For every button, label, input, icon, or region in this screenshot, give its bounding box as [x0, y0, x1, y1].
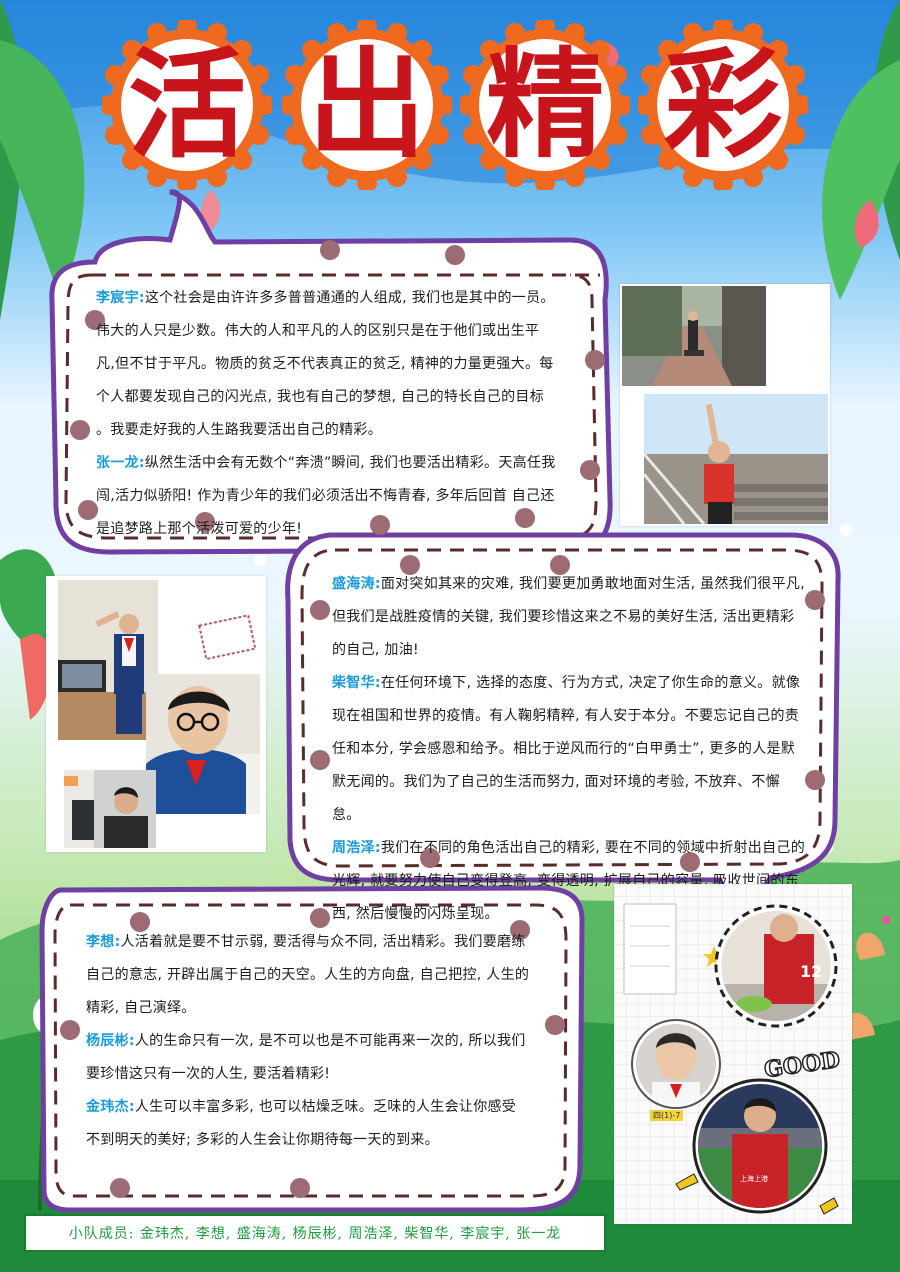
- entry-author: 盛海涛:: [332, 576, 381, 592]
- entry-author: 金玮杰:: [86, 1099, 135, 1115]
- entry-author: 杨辰彬:: [86, 1033, 135, 1049]
- entry-paragraph: 张一龙:纵然生活中会有无数个“奔溃”瞬间, 我们也要活出精彩。天高任我闯,活力似…: [96, 447, 556, 546]
- entry-author: 周浩泽:: [332, 840, 381, 856]
- entry-text: 人活着就是要不甘示弱, 要活得与众不同, 活出精彩。我们要磨练自己的意志, 开辟…: [86, 934, 530, 1016]
- team-members-text: 小队成员: 金玮杰, 李想, 盛海涛, 杨辰彬, 周浩泽, 柴智华, 李宸宇, …: [68, 1226, 562, 1242]
- entry-text: 在任何环境下, 选择的态度、行为方式, 决定了你生命的意义。就像现在祖国和世界的…: [332, 675, 801, 823]
- photo-collage: GOOD 12 上海上港 四(1)-7: [614, 884, 852, 1224]
- photo-group-1: [620, 284, 830, 526]
- text-box-2: 盛海涛:面对突如其来的灾难, 我们要更加勇敢地面对生活, 虽然我们很平凡, 但我…: [332, 568, 806, 931]
- entry-text: 人的生命只有一次, 是不可以也是不可能再来一次的, 所以我们要珍惜这只有一次的人…: [86, 1033, 526, 1082]
- gear-icon: [102, 20, 272, 190]
- photo-balance-scooter: [622, 286, 766, 386]
- bubble-frame-3: [39, 885, 585, 1213]
- stamp-decoration: [196, 606, 260, 666]
- shirt-sponsor-text: 上海上港: [740, 1175, 768, 1183]
- entry-author: 李想:: [86, 934, 121, 950]
- entry-text: 这个社会是由许许多多普普通通的人组成, 我们也是其中的一员。伟大的人只是少数。伟…: [96, 290, 555, 438]
- photo-boy-reading: [64, 770, 156, 848]
- entry-paragraph: 李想:人活着就是要不甘示弱, 要活得与众不同, 活出精彩。我们要磨练自己的意志,…: [86, 926, 530, 1025]
- title-char-3: 精: [485, 35, 604, 174]
- gear-icon: [460, 20, 630, 190]
- entry-author: 柴智华:: [332, 675, 381, 691]
- title-gear-3: 精: [460, 20, 630, 190]
- gear-icon: [638, 20, 808, 190]
- photo-caption: 四(1)-7: [650, 1110, 684, 1121]
- entry-paragraph: 柴智华:在任何环境下, 选择的态度、行为方式, 决定了你生命的意义。就像现在祖国…: [332, 667, 806, 832]
- entry-paragraph: 金玮杰:人生可以丰富多彩, 也可以枯燥乏味。乏味的人生会让你感受不到明天的美好;…: [86, 1091, 530, 1157]
- title-char-1: 活: [127, 35, 246, 174]
- photo-boy-saluting: [58, 580, 158, 740]
- entry-text: 人生可以丰富多彩, 也可以枯燥乏味。乏味的人生会让你感受不到明天的美好; 多彩的…: [86, 1099, 517, 1148]
- entry-text: 纵然生活中会有无数个“奔溃”瞬间, 我们也要活出精彩。天高任我闯,活力似骄阳! …: [96, 455, 556, 537]
- entry-author: 张一龙:: [96, 455, 145, 471]
- entry-paragraph: 李宸宇:这个社会是由许许多多普普通通的人组成, 我们也是其中的一员。伟大的人只是…: [96, 282, 556, 447]
- team-members-footer: 小队成员: 金玮杰, 李想, 盛海涛, 杨辰彬, 周浩泽, 柴智华, 李宸宇, …: [24, 1214, 606, 1252]
- title-gear-4: 彩: [638, 20, 808, 190]
- title-gear-2: 出: [282, 20, 452, 190]
- entry-paragraph: 杨辰彬:人的生命只有一次, 是不可以也是不可能再来一次的, 所以我们要珍惜这只有…: [86, 1025, 530, 1091]
- entry-paragraph: 盛海涛:面对突如其来的灾难, 我们要更加勇敢地面对生活, 虽然我们很平凡, 但我…: [332, 568, 806, 667]
- title-gear-1: 活: [102, 20, 272, 190]
- photo-group-2: [46, 576, 266, 852]
- photo-boy-glasses: [146, 674, 260, 814]
- entry-text: 面对突如其来的灾难, 我们要更加勇敢地面对生活, 虽然我们很平凡, 但我们是战胜…: [332, 576, 805, 658]
- text-box-1: 李宸宇:这个社会是由许许多多普普通通的人组成, 我们也是其中的一员。伟大的人只是…: [96, 282, 556, 546]
- jersey-number: 12: [800, 962, 823, 981]
- text-box-3: 李想:人活着就是要不甘示弱, 要活得与众不同, 活出精彩。我们要磨练自己的意志,…: [86, 926, 530, 1157]
- entry-author: 李宸宇:: [96, 290, 145, 306]
- photo-boy-pointing: [644, 394, 828, 524]
- title-char-2: 出: [307, 35, 426, 174]
- poster-title: 活 出: [0, 0, 900, 200]
- title-char-4: 彩: [663, 35, 782, 174]
- gear-icon: [282, 20, 452, 190]
- bubble-frame-1: [49, 189, 613, 555]
